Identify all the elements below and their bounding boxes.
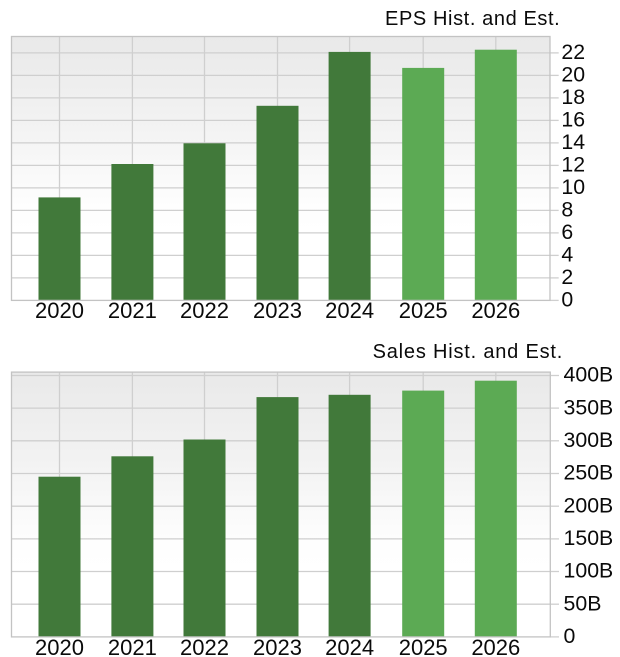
svg-text:2022: 2022: [180, 635, 229, 657]
svg-text:8: 8: [561, 197, 573, 221]
svg-text:22: 22: [561, 40, 585, 64]
svg-text:EPS Hist. and Est.: EPS Hist. and Est.: [385, 8, 560, 30]
svg-text:200B: 200B: [564, 493, 614, 517]
svg-text:350B: 350B: [564, 395, 614, 419]
svg-text:2023: 2023: [253, 635, 302, 657]
svg-text:4: 4: [561, 242, 573, 266]
svg-text:16: 16: [561, 107, 585, 131]
svg-text:2021: 2021: [108, 298, 157, 323]
svg-text:2024: 2024: [325, 298, 374, 323]
svg-text:50B: 50B: [564, 591, 602, 615]
svg-text:2026: 2026: [471, 298, 520, 323]
svg-text:18: 18: [561, 85, 585, 109]
svg-text:250B: 250B: [564, 461, 614, 485]
svg-text:2025: 2025: [399, 635, 448, 657]
svg-text:100B: 100B: [564, 559, 614, 583]
svg-text:2026: 2026: [471, 635, 520, 657]
svg-text:300B: 300B: [564, 428, 614, 452]
svg-text:2020: 2020: [35, 298, 84, 323]
svg-text:2023: 2023: [253, 298, 302, 323]
svg-text:2021: 2021: [108, 635, 157, 657]
svg-text:12: 12: [561, 152, 585, 176]
svg-text:6: 6: [561, 220, 573, 244]
svg-text:150B: 150B: [564, 526, 614, 550]
svg-text:10: 10: [561, 175, 585, 199]
svg-text:0: 0: [561, 287, 573, 311]
svg-text:2020: 2020: [35, 635, 84, 657]
svg-text:2: 2: [561, 265, 573, 289]
svg-text:20: 20: [561, 62, 585, 86]
svg-text:Sales Hist. and Est.: Sales Hist. and Est.: [373, 341, 564, 363]
svg-text:14: 14: [561, 130, 585, 154]
svg-text:2025: 2025: [399, 298, 448, 323]
svg-text:0: 0: [564, 624, 576, 648]
svg-text:2022: 2022: [180, 298, 229, 323]
svg-text:2024: 2024: [325, 635, 374, 657]
svg-text:400B: 400B: [564, 363, 614, 387]
